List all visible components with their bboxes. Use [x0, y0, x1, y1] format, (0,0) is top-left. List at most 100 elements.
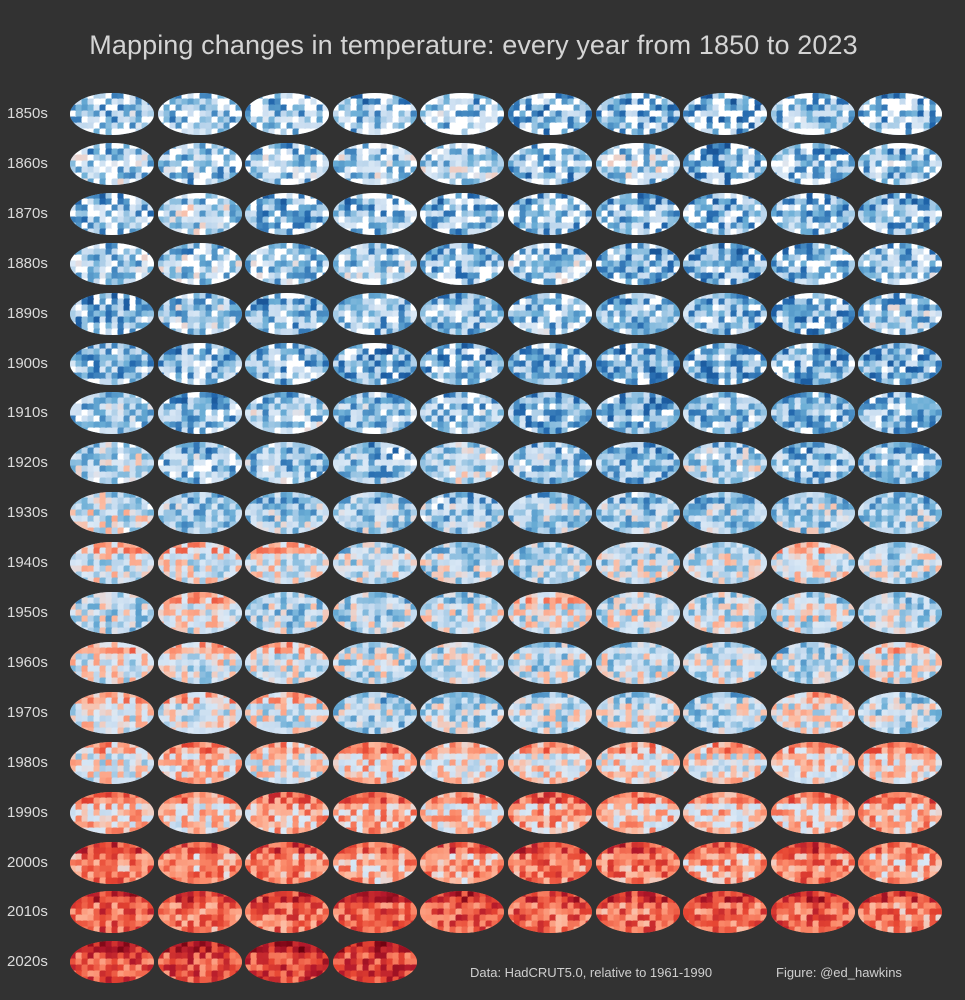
year-map-1872	[245, 193, 329, 235]
year-map-1987	[683, 742, 767, 784]
year-map-1957	[683, 592, 767, 634]
year-map-1894	[420, 293, 504, 335]
year-map-2012	[245, 891, 329, 933]
year-map-1924	[420, 442, 504, 484]
year-map-1965	[508, 642, 592, 684]
year-map-1976	[596, 692, 680, 734]
year-map-1967	[683, 642, 767, 684]
year-map-1940	[70, 542, 154, 584]
year-map-1977	[683, 692, 767, 734]
year-map-1878	[771, 193, 855, 235]
year-map-2014	[420, 891, 504, 933]
year-map-1934	[420, 492, 504, 534]
year-map-1941	[158, 542, 242, 584]
year-map-1854	[420, 93, 504, 135]
year-map-1879	[858, 193, 942, 235]
year-map-1865	[508, 143, 592, 185]
year-map-1948	[771, 542, 855, 584]
year-map-1958	[771, 592, 855, 634]
year-map-1991	[158, 792, 242, 834]
year-map-1877	[683, 193, 767, 235]
row-label-1990s: 1990s	[7, 804, 63, 822]
row-label-2010s: 2010s	[7, 903, 63, 921]
year-map-1978	[771, 692, 855, 734]
year-map-1883	[333, 243, 417, 285]
year-map-1923	[333, 442, 417, 484]
row-label-1950s: 1950s	[7, 604, 63, 622]
year-map-1925	[508, 442, 592, 484]
year-map-1969	[858, 642, 942, 684]
year-map-1853	[333, 93, 417, 135]
row-label-2020s: 2020s	[7, 953, 63, 971]
year-map-1960	[70, 642, 154, 684]
year-map-1979	[858, 692, 942, 734]
year-map-1890	[70, 293, 154, 335]
year-map-1972	[245, 692, 329, 734]
year-map-1927	[683, 442, 767, 484]
year-map-2000	[70, 842, 154, 884]
year-map-1961	[158, 642, 242, 684]
year-map-2017	[683, 891, 767, 933]
year-map-1851	[158, 93, 242, 135]
year-map-2010	[70, 891, 154, 933]
year-map-2008	[771, 842, 855, 884]
year-map-2011	[158, 891, 242, 933]
year-map-1867	[683, 143, 767, 185]
year-map-1955	[508, 592, 592, 634]
year-map-2005	[508, 842, 592, 884]
year-map-1915	[508, 392, 592, 434]
year-map-1889	[858, 243, 942, 285]
year-map-1981	[158, 742, 242, 784]
year-map-1966	[596, 642, 680, 684]
year-map-1954	[420, 592, 504, 634]
year-map-1996	[596, 792, 680, 834]
row-label-2000s: 2000s	[7, 854, 63, 872]
year-map-1947	[683, 542, 767, 584]
year-map-1904	[420, 343, 504, 385]
year-map-1885	[508, 243, 592, 285]
year-map-1998	[771, 792, 855, 834]
year-map-1893	[333, 293, 417, 335]
year-map-1999	[858, 792, 942, 834]
year-map-1876	[596, 193, 680, 235]
year-map-1926	[596, 442, 680, 484]
row-label-1920s: 1920s	[7, 454, 63, 472]
year-map-1922	[245, 442, 329, 484]
year-map-1933	[333, 492, 417, 534]
year-map-1919	[858, 392, 942, 434]
year-map-1971	[158, 692, 242, 734]
year-map-1882	[245, 243, 329, 285]
row-label-1960s: 1960s	[7, 654, 63, 672]
row-label-1940s: 1940s	[7, 554, 63, 572]
year-map-1968	[771, 642, 855, 684]
year-map-1881	[158, 243, 242, 285]
year-map-2016	[596, 891, 680, 933]
year-map-1956	[596, 592, 680, 634]
year-map-1964	[420, 642, 504, 684]
year-map-2018	[771, 891, 855, 933]
year-map-1975	[508, 692, 592, 734]
year-map-1959	[858, 592, 942, 634]
row-label-1980s: 1980s	[7, 754, 63, 772]
year-map-1951	[158, 592, 242, 634]
year-map-1943	[333, 542, 417, 584]
year-map-1899	[858, 293, 942, 335]
year-map-1868	[771, 143, 855, 185]
year-map-1874	[420, 193, 504, 235]
year-map-1880	[70, 243, 154, 285]
year-map-1962	[245, 642, 329, 684]
year-map-1942	[245, 542, 329, 584]
row-label-1910s: 1910s	[7, 404, 63, 422]
year-map-1949	[858, 542, 942, 584]
year-map-1895	[508, 293, 592, 335]
row-label-1870s: 1870s	[7, 205, 63, 223]
year-map-1903	[333, 343, 417, 385]
year-map-1857	[683, 93, 767, 135]
year-map-1932	[245, 492, 329, 534]
year-map-1863	[333, 143, 417, 185]
year-map-2019	[858, 891, 942, 933]
year-map-1855	[508, 93, 592, 135]
year-map-1974	[420, 692, 504, 734]
year-map-1862	[245, 143, 329, 185]
